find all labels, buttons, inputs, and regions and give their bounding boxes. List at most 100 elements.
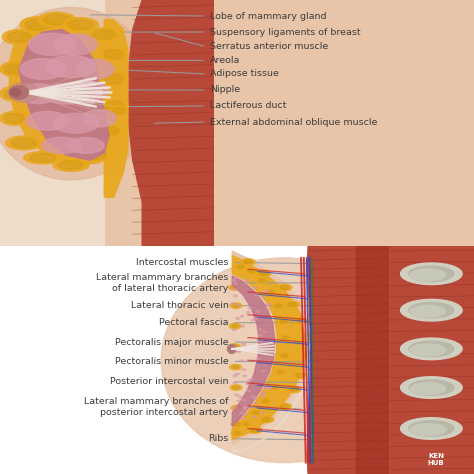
Ellipse shape (266, 304, 270, 305)
Polygon shape (128, 0, 213, 246)
Ellipse shape (231, 405, 243, 411)
Ellipse shape (11, 138, 36, 148)
Ellipse shape (0, 111, 28, 125)
Text: Lateral thoracic vein: Lateral thoracic vein (131, 301, 228, 310)
Ellipse shape (252, 396, 255, 397)
Ellipse shape (0, 8, 156, 180)
Polygon shape (104, 0, 474, 246)
Ellipse shape (235, 394, 238, 396)
Ellipse shape (262, 296, 265, 298)
Ellipse shape (297, 335, 311, 341)
Ellipse shape (243, 262, 252, 266)
Text: Lateral mammary branches of
posterior intercostal artery: Lateral mammary branches of posterior in… (84, 397, 228, 417)
Polygon shape (389, 246, 474, 474)
Ellipse shape (258, 329, 262, 330)
Ellipse shape (100, 99, 128, 113)
Ellipse shape (262, 370, 266, 372)
Ellipse shape (401, 418, 462, 439)
Ellipse shape (409, 421, 454, 436)
Ellipse shape (232, 365, 239, 369)
Ellipse shape (262, 272, 270, 276)
Ellipse shape (17, 84, 59, 103)
Ellipse shape (228, 285, 240, 290)
Ellipse shape (264, 343, 268, 345)
Ellipse shape (241, 325, 245, 327)
Ellipse shape (293, 372, 302, 376)
Text: Adipose tissue: Adipose tissue (210, 70, 279, 78)
Text: Lobe of mammary gland: Lobe of mammary gland (210, 11, 327, 20)
Ellipse shape (9, 82, 39, 102)
Ellipse shape (232, 345, 238, 348)
Ellipse shape (43, 83, 90, 104)
Ellipse shape (4, 64, 24, 74)
Ellipse shape (236, 318, 239, 319)
Ellipse shape (95, 125, 123, 137)
Ellipse shape (274, 282, 289, 289)
Text: Areola: Areola (210, 56, 240, 65)
Ellipse shape (232, 347, 236, 349)
Polygon shape (356, 246, 389, 474)
Ellipse shape (231, 286, 238, 289)
Ellipse shape (242, 343, 246, 345)
Ellipse shape (24, 152, 62, 164)
Ellipse shape (233, 375, 237, 377)
Ellipse shape (231, 430, 243, 436)
Ellipse shape (262, 400, 269, 403)
Text: Pectoral fascia: Pectoral fascia (159, 318, 228, 327)
Ellipse shape (92, 30, 116, 39)
Ellipse shape (248, 307, 252, 309)
Ellipse shape (279, 335, 291, 340)
Ellipse shape (234, 431, 240, 435)
Ellipse shape (250, 319, 254, 321)
Ellipse shape (292, 303, 301, 307)
Ellipse shape (229, 344, 241, 349)
Ellipse shape (63, 18, 99, 32)
Ellipse shape (245, 280, 248, 281)
Ellipse shape (55, 34, 97, 55)
Ellipse shape (254, 319, 257, 320)
Polygon shape (0, 0, 104, 246)
Ellipse shape (278, 401, 292, 408)
Ellipse shape (240, 316, 244, 317)
Ellipse shape (231, 302, 235, 304)
Ellipse shape (258, 279, 265, 282)
Ellipse shape (409, 341, 454, 356)
Polygon shape (232, 251, 312, 445)
Ellipse shape (46, 55, 96, 78)
Ellipse shape (261, 418, 269, 421)
Ellipse shape (230, 385, 242, 390)
Ellipse shape (240, 412, 244, 413)
Ellipse shape (267, 386, 271, 388)
Ellipse shape (260, 394, 264, 395)
Ellipse shape (267, 304, 271, 305)
Ellipse shape (232, 325, 238, 328)
Ellipse shape (273, 303, 284, 309)
Ellipse shape (25, 19, 51, 30)
Ellipse shape (104, 101, 124, 111)
Ellipse shape (271, 386, 277, 389)
Ellipse shape (252, 428, 260, 432)
Ellipse shape (53, 113, 99, 133)
Ellipse shape (278, 353, 290, 358)
Ellipse shape (242, 369, 246, 371)
Ellipse shape (250, 410, 262, 415)
Ellipse shape (300, 318, 309, 321)
Ellipse shape (260, 350, 264, 352)
Ellipse shape (280, 320, 287, 323)
Ellipse shape (4, 89, 24, 99)
Ellipse shape (274, 369, 286, 374)
Ellipse shape (253, 411, 259, 414)
Ellipse shape (295, 351, 310, 357)
Ellipse shape (246, 311, 250, 313)
Text: Suspensory ligaments of breast: Suspensory ligaments of breast (210, 27, 361, 36)
Ellipse shape (237, 400, 241, 401)
Ellipse shape (259, 340, 263, 342)
Ellipse shape (290, 301, 304, 308)
Ellipse shape (242, 422, 249, 426)
Ellipse shape (231, 421, 243, 427)
Ellipse shape (247, 390, 251, 392)
Ellipse shape (234, 422, 240, 426)
Ellipse shape (2, 29, 36, 45)
Ellipse shape (232, 329, 236, 331)
Ellipse shape (298, 353, 307, 356)
